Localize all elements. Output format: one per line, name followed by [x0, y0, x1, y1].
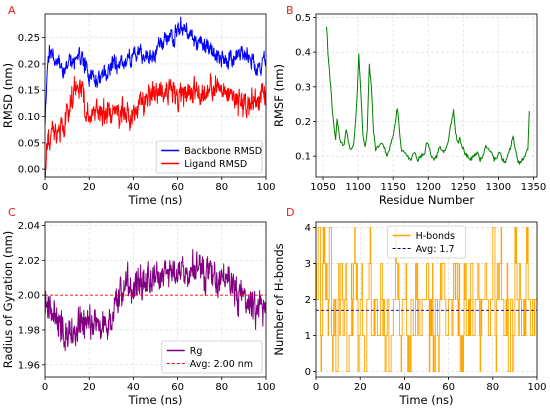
series-line-b-rmsf — [326, 26, 530, 165]
legend-box — [161, 340, 263, 374]
grid-lines — [316, 14, 537, 177]
legend: Backbone RMSD Ligand RMSD — [155, 140, 263, 174]
y-tick-label: 2.00 — [18, 291, 40, 302]
x-tick-label: 1200 — [416, 182, 441, 193]
series-area — [45, 16, 266, 177]
y-tick-label: 0.05 — [18, 138, 40, 149]
y-axis-label: Number of H-bonds — [272, 243, 286, 355]
y-tick-label: 0.3 — [295, 82, 311, 93]
series-area — [326, 26, 530, 165]
x-tick-label: 20 — [83, 382, 96, 393]
plot-frame — [44, 13, 267, 178]
x-tick-label: 40 — [127, 182, 140, 193]
panel-letter: A — [8, 4, 16, 17]
legend-entry-label: H-bonds — [416, 231, 455, 242]
panel-letter: D — [286, 206, 294, 219]
y-axis-label: RMSF (nm) — [272, 64, 286, 127]
x-tick-label: 60 — [171, 382, 184, 393]
x-tick-label: 40 — [398, 382, 411, 393]
plot-frame — [44, 221, 267, 378]
y-tick-label: 2.04 — [18, 221, 40, 232]
x-tick-label: 20 — [83, 182, 96, 193]
y-tick-label: 4 — [305, 223, 311, 234]
y-tick-label: 0.10 — [18, 112, 40, 123]
panel-letter: C — [8, 206, 16, 219]
legend-box — [387, 225, 466, 259]
panel-c-rg-plot: 0 20 40 60 80 100 1.96 1.98 2.00 2.02 2.04 Time (ns… — [1, 206, 276, 407]
x-tick-label: 1250 — [451, 182, 476, 193]
y-tick-label: 2 — [305, 295, 311, 306]
x-axis-label: Time (ns) — [127, 393, 182, 407]
x-axis-label: Time (ns) — [398, 393, 453, 407]
y-axis-label: RMSD (nm) — [1, 63, 15, 128]
x-tick-label: 20 — [354, 382, 367, 393]
x-tick-label: 100 — [256, 382, 275, 393]
x-tick-label: 60 — [442, 382, 455, 393]
panel-letter: B — [286, 4, 294, 17]
series-area — [45, 248, 266, 352]
y-tick-label: 0.4 — [295, 48, 311, 59]
series-line-h-bonds — [316, 226, 537, 373]
y-tick-label: 1.98 — [18, 325, 40, 336]
panel-a-rmsd-plot: 0 20 40 60 80 100 0.00 0.05 0.10 0.15 0.20 0.25 Time… — [1, 4, 276, 207]
y-axis-label: Radius of Gyration (nm) — [1, 231, 15, 369]
y-tick-label: 1.96 — [18, 360, 40, 371]
x-tick-label: 40 — [127, 382, 140, 393]
series-line-ligand-rmsd — [45, 73, 266, 177]
x-tick-label: 1150 — [380, 182, 405, 193]
x-tick-label: 60 — [171, 182, 184, 193]
y-tick-label: 0.00 — [18, 165, 40, 176]
x-tick-label: 0 — [42, 182, 48, 193]
y-tick-label: 0.25 — [18, 33, 40, 44]
y-tick-label: 0.20 — [18, 59, 40, 70]
legend: Rg Avg: 2.00 nm — [161, 340, 263, 374]
x-tick-label: 1350 — [521, 182, 546, 193]
x-tick-label: 100 — [527, 382, 546, 393]
y-tick-label: 0 — [305, 367, 311, 378]
legend-box — [155, 140, 263, 174]
y-tick-label: 0.5 — [295, 13, 311, 24]
series-area — [316, 226, 537, 373]
series-line-rg — [45, 248, 266, 352]
x-tick-label: 1050 — [310, 182, 335, 193]
panel-d-hbond-plot: 0 20 40 60 80 100 0 1 2 3 4 Time (ns) Number of H-bo… — [272, 206, 547, 407]
y-tick-label: 0.15 — [18, 86, 40, 97]
legend-entry-label: Avg: 2.00 nm — [190, 359, 253, 370]
legend-entry-label: Backbone RMSD — [184, 146, 262, 157]
x-axis-label: Time (ns) — [127, 193, 182, 207]
x-tick-label: 1100 — [345, 182, 370, 193]
legend: H-bonds Avg: 1.7 — [387, 225, 466, 259]
y-tick-label: 2.02 — [18, 256, 40, 267]
x-axis-label: Residue Number — [379, 193, 475, 207]
plot-frame — [315, 13, 538, 178]
x-tick-label: 100 — [256, 182, 275, 193]
y-tick-label: 3 — [305, 259, 311, 270]
series-line-backbone-rmsd — [45, 16, 266, 126]
y-tick-label: 0.2 — [295, 117, 311, 128]
x-tick-label: 80 — [215, 182, 228, 193]
legend-entry-label: Ligand RMSD — [184, 159, 247, 170]
x-tick-label: 80 — [486, 382, 499, 393]
y-tick-label: 1 — [305, 331, 311, 342]
x-tick-label: 80 — [215, 382, 228, 393]
panel-b-rmsf-plot: 1050 1100 1150 1200 1250 1300 1350 0.1 0.2 0.3 0.4… — [272, 4, 546, 207]
x-tick-label: 1300 — [486, 182, 511, 193]
x-tick-label: 0 — [313, 382, 319, 393]
legend-entry-label: Avg: 1.7 — [416, 244, 455, 255]
y-tick-label: 0.1 — [295, 152, 311, 163]
legend-entry-label: Rg — [190, 346, 203, 357]
x-tick-label: 0 — [42, 382, 48, 393]
